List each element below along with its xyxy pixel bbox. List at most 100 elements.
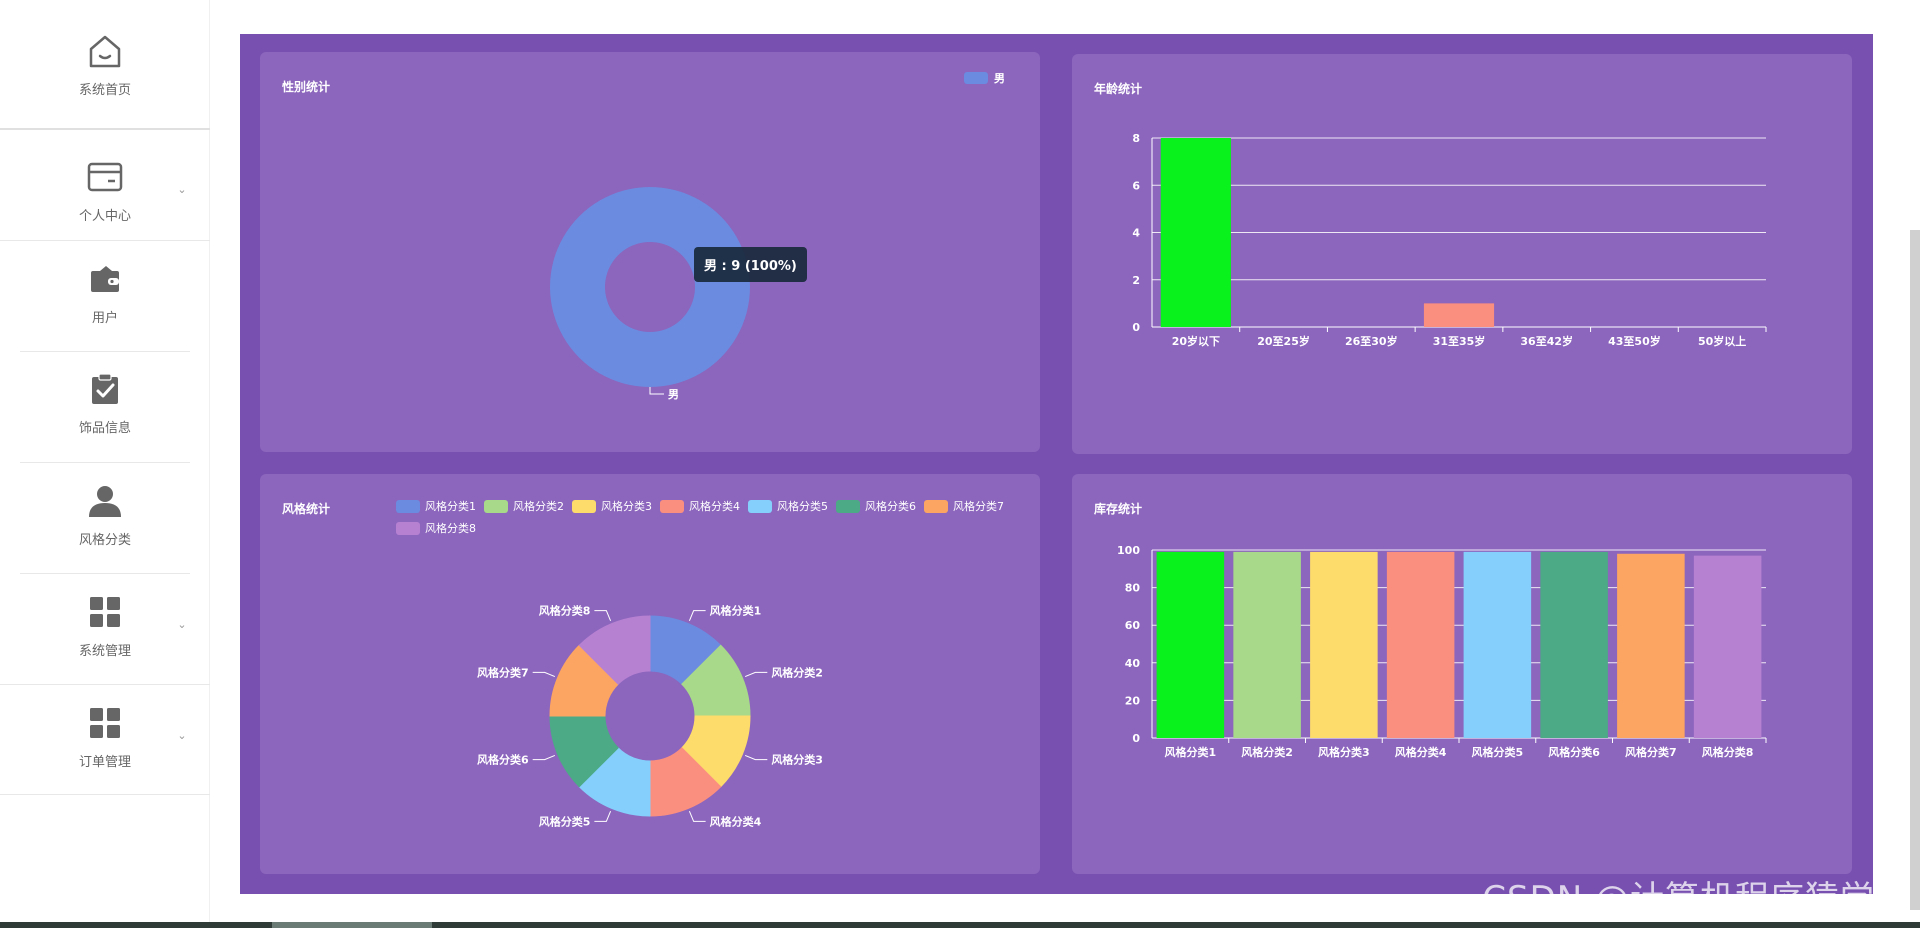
y-tick-label: 60 [1125,619,1141,632]
x-tick-label: 50岁以上 [1698,334,1746,348]
legend-swatch [660,499,684,513]
legend-label: 风格分类1 [425,500,476,513]
card-icon [85,157,125,197]
legend-item[interactable]: 风格分类8 [396,520,476,536]
label-line [594,810,612,822]
label-line [532,754,556,761]
sidebar-item-profile[interactable]: 个人中心 ⌄ [0,140,210,240]
x-tick-label: 26至30岁 [1345,334,1398,348]
age-chart-panel: 年龄统计 0 2 4 6 8 20岁以下 20至25岁 26至30岁 31至35岁 36至42岁 4… [1072,54,1852,454]
label-line [649,387,664,395]
panel-title: 年龄统计 [1094,82,1143,96]
style-chart-panel: 风格统计 风格分类1 风格分类2 风格分类3 风格分类4 风格分类5 风格分类6 风格分类7… [260,474,1040,874]
legend-swatch [572,499,596,513]
sidebar-item-label: 风格分类 [78,532,131,548]
legend-item[interactable]: 风格分类7 [924,498,1004,514]
sidebar-item-home[interactable]: 系统首页 [0,14,210,114]
x-tick-label: 风格分类1 [1165,745,1217,759]
legend-swatch [748,499,772,513]
style-legend: 风格分类1 风格分类2 风格分类3 风格分类4 风格分类5 风格分类6 风格分类7 风格分类8 [396,498,1026,536]
x-tick-label: 风格分类7 [1625,745,1677,759]
chevron-down-icon: ⌄ [177,729,187,742]
y-tick-label: 4 [1132,227,1140,240]
label-line [744,671,768,678]
y-tick-label: 2 [1132,274,1140,287]
sidebar-item-users[interactable]: 用户 [0,252,210,332]
y-tick-label: 0 [1132,321,1140,334]
x-tick-label: 43至50岁 [1608,334,1661,348]
scrollbar-thumb[interactable] [272,922,432,928]
sidebar-item-orders[interactable]: 订单管理 ⌄ [0,696,210,776]
sidebar-item-label: 系统首页 [78,82,131,98]
divider [0,128,210,130]
legend-swatch [396,499,420,513]
slice-label: 男 [668,388,679,401]
x-tick-label: 风格分类6 [1548,745,1600,759]
bar [1693,555,1762,738]
slice-label: 风格分类6 [477,753,529,767]
slice-label: 风格分类5 [539,814,591,828]
legend-label: 风格分类8 [425,522,476,535]
y-tick-label: 20 [1125,694,1141,707]
slice-label: 风格分类8 [539,604,591,618]
dashboard: 性别统计 男男 男 : 9 (100%) 年龄统计 0 2 4 6 8 20岁以下 20至2… [240,34,1873,894]
legend-swatch [484,499,508,513]
x-tick-label: 风格分类4 [1395,745,1447,759]
label-line [688,810,706,822]
sidebar-item-label: 系统管理 [78,643,131,659]
x-tick-label: 20至25岁 [1257,334,1310,348]
legend-item[interactable]: 风格分类2 [484,498,564,514]
gender-chart-panel: 性别统计 男男 男 : 9 (100%) [260,52,1040,452]
divider [0,684,210,685]
y-tick-label: 6 [1132,179,1140,192]
legend-label: 风格分类7 [953,500,1004,513]
legend-item[interactable]: 风格分类6 [836,498,916,514]
wallet-icon [85,259,125,299]
divider [20,351,190,352]
sidebar-item-label: 饰品信息 [78,420,131,436]
legend-item[interactable]: 风格分类5 [748,498,828,514]
bar [1463,551,1532,738]
legend-label: 风格分类4 [689,500,740,513]
sidebar-item-label: 个人中心 [78,208,131,224]
y-tick-label: 40 [1125,657,1141,670]
pie-slice [578,615,651,685]
legend-item[interactable]: 风格分类4 [660,498,740,514]
slice-label: 风格分类4 [710,814,762,828]
bar [1386,551,1455,738]
slice-label: 风格分类7 [477,665,529,679]
sidebar-item-style-category[interactable]: 风格分类 [0,474,210,554]
bar [1423,303,1495,327]
legend-swatch [836,499,860,513]
gender-chart: 男男 [549,72,1005,401]
sidebar-item-ornaments[interactable]: 饰品信息 [0,362,210,442]
bar [1156,551,1225,738]
person-icon [85,481,125,521]
y-tick-label: 100 [1117,544,1140,557]
x-tick-label: 风格分类5 [1472,745,1524,759]
style-chart: 风格分类1 风格分类2 风格分类3 风格分类4 风格分类5 风格分类6 风格分类7 风格分类8 [477,604,823,829]
pie-slice [549,187,750,387]
divider [0,240,210,241]
chart-tooltip: 男 : 9 (100%) [694,247,807,282]
legend-item[interactable]: 风格分类1 [396,498,476,514]
y-tick-label: 80 [1125,582,1141,595]
panel-title: 库存统计 [1094,502,1143,516]
horizontal-scrollbar[interactable] [0,922,1920,928]
x-tick-label: 风格分类2 [1241,745,1293,759]
legend-item[interactable]: 风格分类3 [572,498,652,514]
legend-swatch [924,499,948,513]
label-line [688,610,706,622]
chevron-down-icon: ⌄ [177,618,187,631]
legend-swatch [396,521,420,535]
bar [1310,551,1378,738]
y-tick-label: 8 [1132,132,1140,145]
legend-label: 风格分类6 [865,500,916,513]
bar [1160,138,1231,327]
panel-title: 性别统计 [282,80,331,94]
divider [20,573,190,574]
vertical-scrollbar[interactable] [1910,230,1920,910]
grid-icon [85,592,125,632]
sidebar: 系统首页 个人中心 ⌄ 用户 饰品信息 风格分类 系统管理 ⌄ [0,0,210,928]
sidebar-item-system[interactable]: 系统管理 ⌄ [0,585,210,665]
